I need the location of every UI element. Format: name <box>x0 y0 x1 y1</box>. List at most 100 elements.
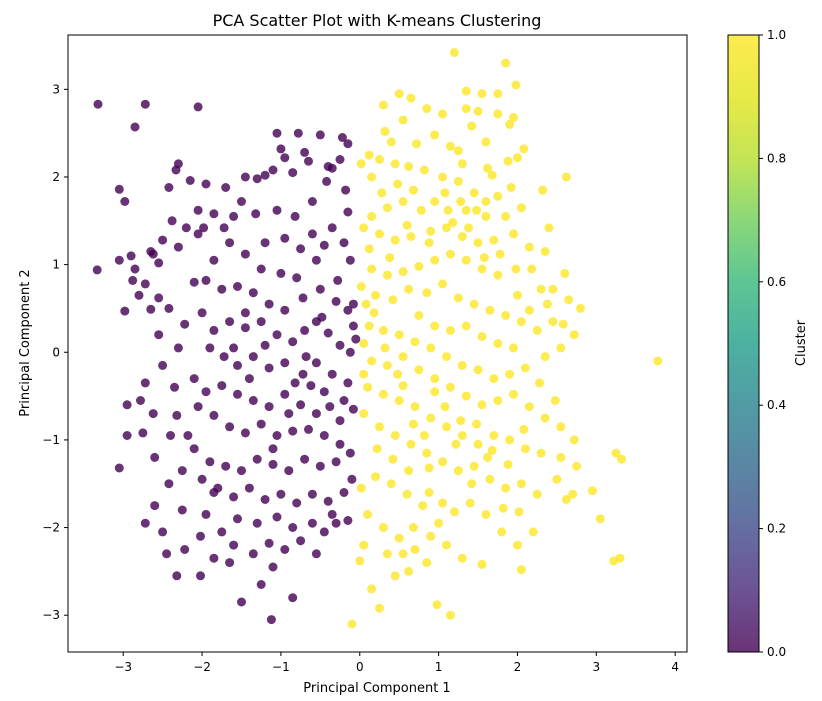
scatter-point-cluster-1 <box>524 402 534 412</box>
scatter-point-cluster-1 <box>561 495 571 504</box>
scatter-point-cluster-0 <box>248 352 258 362</box>
scatter-point-cluster-1 <box>394 330 404 340</box>
scatter-point-cluster-1 <box>378 325 388 335</box>
scatter-point-cluster-1 <box>378 523 388 532</box>
scatter-point-cluster-0 <box>301 352 311 362</box>
scatter-point-cluster-1 <box>561 172 571 182</box>
colorbar-label: Cluster <box>794 319 809 366</box>
scatter-point-cluster-0 <box>229 492 239 502</box>
scatter-point-cluster-1 <box>506 183 516 192</box>
scatter-point-cluster-0 <box>140 279 150 289</box>
scatter-point-cluster-1 <box>445 325 455 335</box>
scatter-point-cluster-0 <box>183 431 193 440</box>
scatter-point-cluster-1 <box>461 104 471 114</box>
scatter-point-cluster-0 <box>280 545 290 554</box>
scatter-point-cluster-0 <box>319 527 329 537</box>
scatter-point-cluster-1 <box>544 223 554 233</box>
scatter-point-cluster-1 <box>540 413 550 423</box>
scatter-point-cluster-0 <box>185 176 195 185</box>
scatter-point-cluster-1 <box>483 163 492 173</box>
scatter-point-cluster-1 <box>367 211 377 221</box>
scatter-point-cluster-0 <box>272 205 282 215</box>
scatter-point-cluster-1 <box>560 268 570 278</box>
scatter-point-cluster-0 <box>172 410 182 420</box>
scatter-point-cluster-1 <box>556 343 566 353</box>
scatter-point-cluster-1 <box>569 435 579 445</box>
scatter-point-cluster-1 <box>556 422 566 432</box>
scatter-point-cluster-0 <box>307 489 317 499</box>
scatter-point-cluster-1 <box>617 454 627 464</box>
scatter-point-cluster-1 <box>371 472 380 482</box>
scatter-point-cluster-0 <box>315 130 325 140</box>
x-tick-label: −1 <box>272 660 290 674</box>
scatter-point-cluster-0 <box>322 176 332 186</box>
scatter-point-cluster-1 <box>442 540 451 550</box>
scatter-point-cluster-0 <box>209 553 219 563</box>
scatter-point-cluster-0 <box>219 352 229 362</box>
scatter-point-cluster-1 <box>364 321 374 331</box>
scatter-point-cluster-0 <box>276 144 286 154</box>
scatter-point-cluster-0 <box>311 358 321 368</box>
scatter-point-cluster-1 <box>445 141 455 151</box>
scatter-point-cluster-0 <box>300 147 310 157</box>
scatter-point-cluster-1 <box>473 106 483 116</box>
scatter-point-cluster-0 <box>205 457 215 467</box>
scatter-point-cluster-0 <box>288 593 298 603</box>
scatter-point-cluster-1 <box>388 454 398 464</box>
scatter-point-cluster-1 <box>375 603 384 613</box>
scatter-point-cluster-1 <box>469 461 479 471</box>
scatter-point-cluster-1 <box>416 205 426 215</box>
scatter-point-cluster-0 <box>347 474 357 484</box>
scatter-point-cluster-1 <box>414 365 424 375</box>
scatter-point-cluster-0 <box>221 461 231 471</box>
scatter-point-cluster-1 <box>572 461 582 471</box>
scatter-point-cluster-1 <box>448 218 458 228</box>
scatter-point-cluster-0 <box>327 369 337 379</box>
scatter-point-cluster-1 <box>404 284 414 294</box>
scatter-point-cluster-1 <box>422 448 432 458</box>
scatter-point-cluster-1 <box>516 565 526 575</box>
scatter-point-cluster-0 <box>225 422 235 432</box>
scatter-point-cluster-1 <box>457 159 467 169</box>
scatter-point-cluster-1 <box>390 159 400 169</box>
scatter-point-cluster-1 <box>412 139 421 149</box>
scatter-point-cluster-1 <box>375 422 384 432</box>
scatter-point-cluster-0 <box>173 242 183 252</box>
scatter-point-cluster-0 <box>343 516 353 525</box>
scatter-point-cluster-0 <box>343 378 353 388</box>
scatter-point-cluster-0 <box>319 387 329 397</box>
scatter-point-cluster-0 <box>323 496 333 506</box>
scatter-point-cluster-1 <box>595 514 605 524</box>
scatter-point-cluster-1 <box>398 197 408 206</box>
scatter-point-cluster-0 <box>325 402 335 412</box>
scatter-point-cluster-1 <box>438 498 448 508</box>
scatter-point-cluster-0 <box>339 238 349 248</box>
scatter-point-cluster-0 <box>93 99 103 109</box>
scatter-point-cluster-0 <box>307 197 317 206</box>
scatter-point-cluster-1 <box>394 533 404 543</box>
scatter-point-cluster-1 <box>457 360 467 370</box>
scatter-point-cluster-0 <box>177 505 187 515</box>
scatter-point-cluster-1 <box>367 264 377 274</box>
scatter-point-cluster-1 <box>483 452 492 462</box>
scatter-point-cluster-1 <box>615 553 625 563</box>
scatter-point-cluster-0 <box>225 317 235 327</box>
scatter-point-cluster-0 <box>150 452 160 462</box>
scatter-point-cluster-0 <box>288 523 298 532</box>
scatter-point-cluster-1 <box>442 422 451 432</box>
scatter-point-cluster-0 <box>225 558 235 568</box>
scatter-point-cluster-1 <box>375 229 384 239</box>
scatter-point-cluster-0 <box>193 102 203 112</box>
scatter-point-cluster-1 <box>424 463 434 473</box>
scatter-point-cluster-0 <box>154 258 164 268</box>
scatter-point-cluster-0 <box>193 205 203 215</box>
scatter-point-cluster-0 <box>298 293 308 303</box>
scatter-point-cluster-1 <box>469 299 479 309</box>
scatter-point-cluster-1 <box>501 483 511 493</box>
scatter-point-cluster-1 <box>424 238 434 248</box>
scatter-point-cluster-1 <box>359 369 369 379</box>
scatter-point-cluster-0 <box>201 179 211 189</box>
scatter-point-cluster-1 <box>558 319 568 329</box>
scatter-point-cluster-1 <box>487 170 497 180</box>
scatter-point-cluster-1 <box>378 389 388 399</box>
